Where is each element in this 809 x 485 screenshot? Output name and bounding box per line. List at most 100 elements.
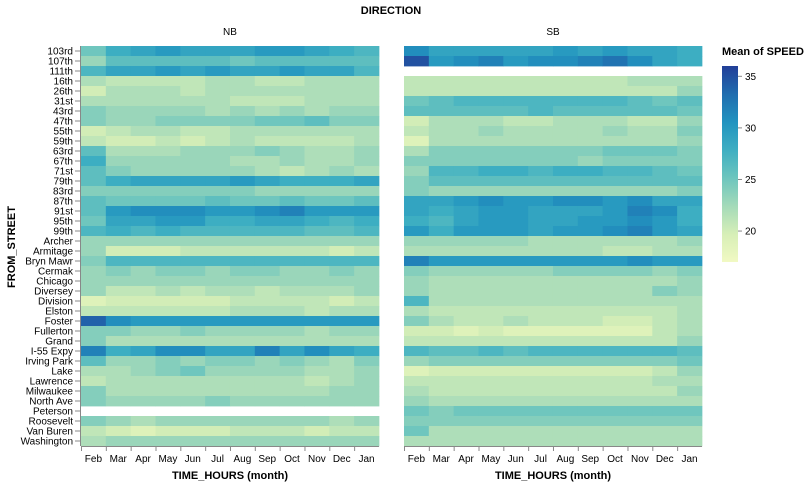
- heatmap-cell: [577, 266, 604, 277]
- heatmap-cell: [428, 326, 455, 337]
- heatmap-cell: [81, 96, 107, 107]
- heatmap-cell: [552, 386, 579, 397]
- heatmap-cell: [404, 376, 430, 387]
- heatmap-cell: [627, 156, 653, 167]
- heatmap-cell: [329, 346, 355, 357]
- y-tick-label: Armitage: [33, 247, 73, 258]
- heatmap-cell: [652, 436, 678, 447]
- heatmap-cell: [105, 396, 132, 407]
- heatmap-cell: [205, 126, 231, 137]
- heatmap-cell: [180, 226, 206, 237]
- y-tick-label: Elston: [45, 307, 73, 318]
- heatmap-cell: [552, 296, 579, 307]
- heatmap-cell: [404, 196, 430, 207]
- heatmap-cell: [404, 416, 430, 427]
- heatmap-cell: [453, 396, 479, 407]
- heatmap-cell: [577, 186, 604, 197]
- heatmap-cell: [627, 206, 653, 217]
- heatmap-cell: [81, 176, 107, 187]
- heatmap-cell: [205, 356, 231, 367]
- heatmap-cell: [528, 306, 554, 317]
- heatmap-cell: [677, 86, 703, 97]
- heatmap-cell: [677, 236, 703, 247]
- heatmap-cell: [130, 276, 156, 287]
- heatmap-cell: [254, 316, 281, 327]
- heatmap-cell: [279, 356, 305, 367]
- heatmap-cell: [155, 96, 181, 107]
- heatmap-cell: [354, 216, 380, 227]
- heatmap-cell: [677, 386, 703, 397]
- heatmap-cell: [155, 146, 181, 157]
- heatmap-cell: [627, 196, 653, 207]
- heatmap-cell: [428, 226, 455, 237]
- heatmap-cell: [503, 76, 529, 87]
- heatmap-cell: [428, 306, 455, 317]
- heatmap-cell: [105, 96, 132, 107]
- heatmap-cell: [205, 426, 231, 437]
- heatmap-cell: [180, 166, 206, 177]
- x-tick-label: Dec: [333, 454, 351, 465]
- heatmap-cell: [329, 336, 355, 347]
- heatmap-cell: [304, 236, 330, 247]
- heatmap-cell: [404, 316, 430, 327]
- heatmap-cell: [180, 426, 206, 437]
- heatmap-cell: [329, 276, 355, 287]
- heatmap-cell: [130, 246, 156, 257]
- heatmap-panel-nb: [81, 46, 380, 447]
- heatmap-cell: [404, 56, 430, 67]
- heatmap-cell: [279, 286, 305, 297]
- heatmap-cell: [155, 196, 181, 207]
- heatmap-cell: [552, 396, 579, 407]
- heatmap-cell: [279, 396, 305, 407]
- heatmap-cell: [453, 156, 479, 167]
- heatmap-cell: [105, 116, 132, 127]
- heatmap-cell: [279, 336, 305, 347]
- heatmap-cell: [602, 326, 628, 337]
- x-axis-sb: Feb Mar Apr May Jun Jul Aug Sep Oct Nov Dec Jan: [404, 446, 702, 465]
- heatmap-cell: [652, 356, 678, 367]
- heatmap-cell: [180, 266, 206, 277]
- heatmap-cell: [254, 96, 281, 107]
- heatmap-cell: [627, 136, 653, 147]
- heatmap-cell: [180, 106, 206, 117]
- heatmap-cell: [652, 86, 678, 97]
- heatmap-cell: [503, 146, 529, 157]
- heatmap-cell: [677, 336, 703, 347]
- heatmap-cell: [602, 366, 628, 377]
- heatmap-cell: [404, 86, 430, 97]
- heatmap-cell: [354, 226, 380, 237]
- heatmap-cell: [279, 116, 305, 127]
- heatmap-cell: [354, 266, 380, 277]
- y-tick-label: Peterson: [33, 407, 73, 418]
- heatmap-cell: [254, 256, 281, 267]
- heatmap-cell: [304, 346, 330, 357]
- heatmap-cell: [577, 346, 604, 357]
- heatmap-cell: [229, 186, 256, 197]
- heatmap-cell: [354, 106, 380, 117]
- heatmap-cell: [602, 146, 628, 157]
- heatmap-cell: [180, 276, 206, 287]
- legend-ticks: 35 30 25 20: [738, 72, 757, 238]
- heatmap-cell: [577, 406, 604, 417]
- heatmap-cell: [453, 96, 479, 107]
- heatmap-cell: [105, 296, 132, 307]
- heatmap-cell: [354, 96, 380, 107]
- heatmap-cell: [478, 276, 504, 287]
- heatmap-cell: [428, 136, 455, 147]
- heatmap-cell: [279, 156, 305, 167]
- heatmap-cell: [652, 246, 678, 257]
- heatmap-cell: [205, 66, 231, 77]
- heatmap-cell: [254, 206, 281, 217]
- heatmap-cell: [627, 416, 653, 427]
- heatmap-cell: [155, 186, 181, 197]
- heatmap-cell: [304, 66, 330, 77]
- heatmap-cell: [602, 76, 628, 87]
- heatmap-cell: [453, 76, 479, 87]
- heatmap-cell: [453, 316, 479, 327]
- heatmap-cell: [503, 396, 529, 407]
- heatmap-cell: [404, 256, 430, 267]
- heatmap-cell: [577, 396, 604, 407]
- heatmap-cell: [279, 376, 305, 387]
- heatmap-cell: [652, 326, 678, 337]
- heatmap-cell: [652, 296, 678, 307]
